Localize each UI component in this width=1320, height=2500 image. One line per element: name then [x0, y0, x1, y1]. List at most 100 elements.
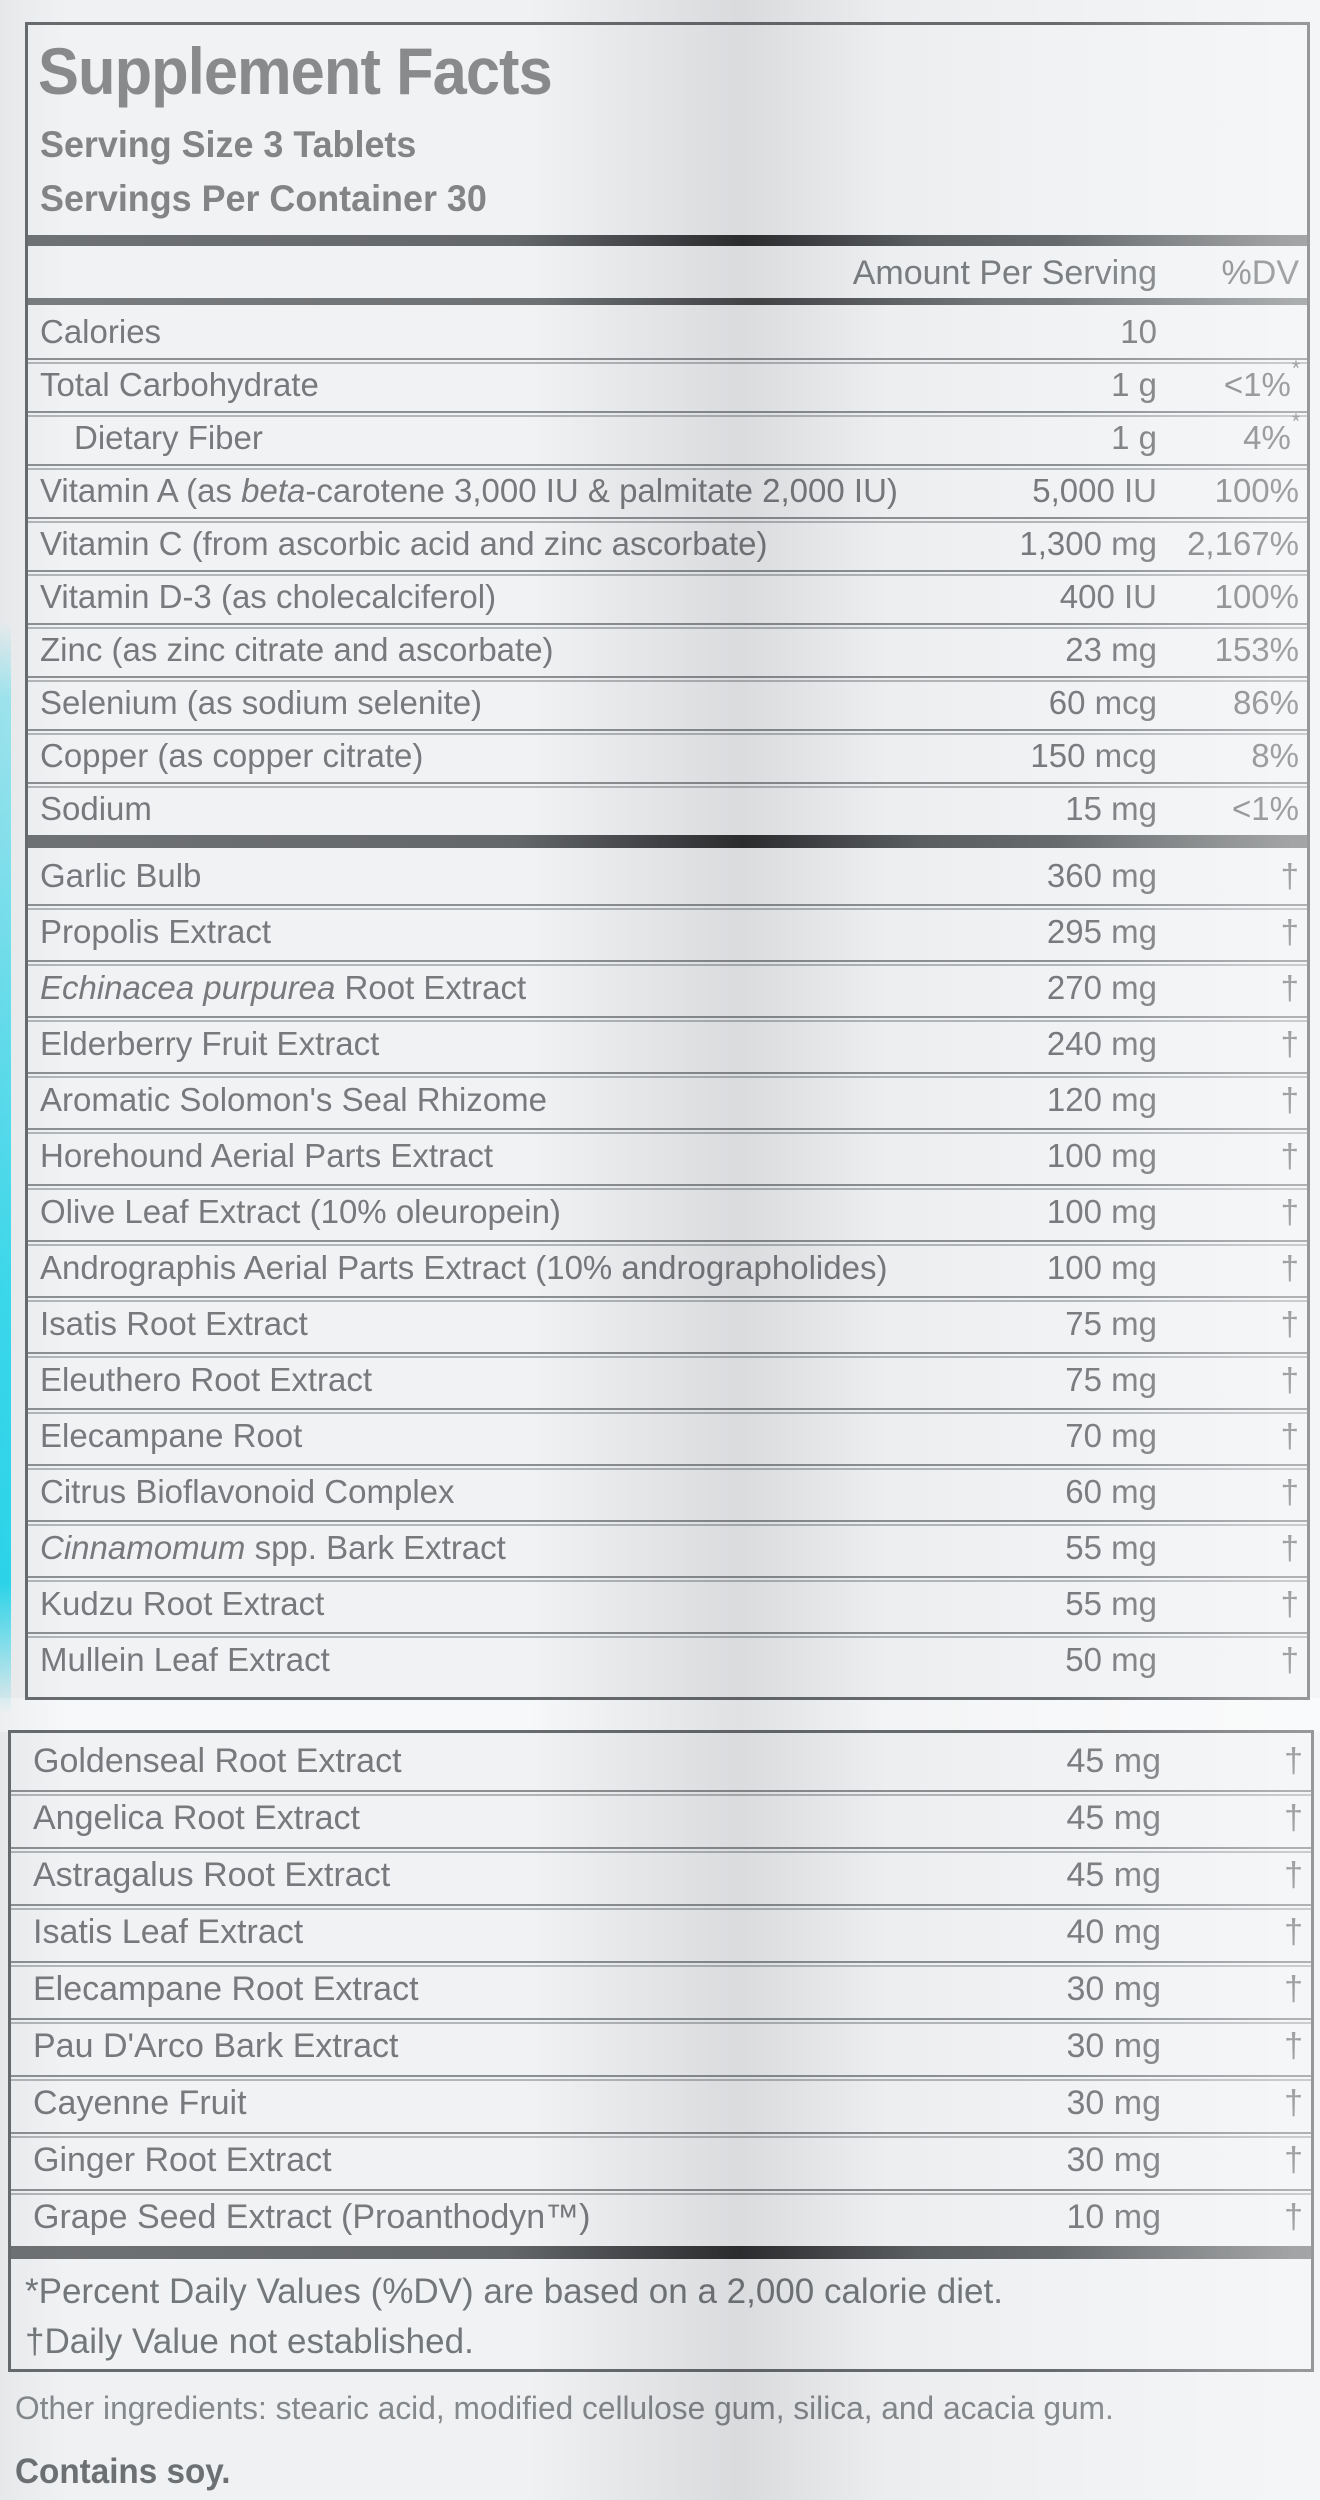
amount-value: 15 mg: [1065, 789, 1157, 827]
amount-value: 30 mg: [1066, 2141, 1162, 2179]
ingredient-name: Horehound Aerial Parts Extract: [40, 1137, 494, 1174]
dv-value: †: [1280, 1081, 1299, 1118]
dv-value: 4%*: [1243, 409, 1300, 456]
dv-value: †: [1284, 1913, 1303, 1951]
amount-value: 1,300 mg: [1019, 524, 1157, 562]
ingredient-row: Pau D'Arco Bark Extract 30 mg †: [11, 2018, 1311, 2075]
amount-value: 75 mg: [1065, 1305, 1157, 1342]
dv-value: †: [1280, 1137, 1299, 1174]
amount-value: 50 mg: [1065, 1641, 1157, 1678]
ingredient-row: Garlic Bulb 360 mg †: [28, 848, 1307, 904]
ingredient-row: Angelica Root Extract 45 mg †: [11, 1790, 1311, 1847]
ingredient-name: Mullein Leaf Extract: [40, 1641, 330, 1678]
ingredient-name: Ginger Root Extract: [33, 2141, 332, 2179]
dv-value: †: [1284, 2084, 1303, 2122]
ingredient-name: Olive Leaf Extract (10% oleuropein): [40, 1193, 561, 1230]
label-seam-gap: [0, 1698, 1320, 1732]
amount-value: 240 mg: [1046, 1025, 1157, 1062]
herb-rows-lower: Goldenseal Root Extract 45 mg † Angelica Ro…: [11, 1733, 1311, 2246]
ingredient-name: Copper (as copper citrate): [40, 736, 424, 774]
ingredient-name: Elderberry Fruit Extract: [40, 1025, 380, 1062]
amount-value: 75 mg: [1065, 1361, 1157, 1398]
amount-value: 100 mg: [1046, 1193, 1157, 1230]
ingredient-name: Sodium: [40, 789, 152, 827]
ingredient-name: Cayenne Fruit: [33, 2084, 247, 2122]
supplement-facts-panel: Supplement Facts Serving Size 3 Tablets …: [25, 22, 1310, 1700]
ingredient-name: Andrographis Aerial Parts Extract (10% a…: [40, 1249, 888, 1286]
ingredient-name: Astragalus Root Extract: [33, 1856, 391, 1894]
dv-value: †: [1280, 857, 1299, 894]
ingredient-row: Elecampane Root Extract 30 mg †: [11, 1961, 1311, 2018]
amount-value: 55 mg: [1065, 1585, 1157, 1622]
amount-value: 45 mg: [1066, 1742, 1162, 1780]
ingredient-row: Calories 10: [28, 305, 1307, 358]
ingredient-name: Garlic Bulb: [40, 857, 202, 894]
ingredient-row: Vitamin A (as beta-carotene 3,000 IU & p…: [28, 464, 1307, 517]
ingredient-name: Isatis Leaf Extract: [33, 1913, 304, 1951]
ingredient-row: Elderberry Fruit Extract 240 mg †: [28, 1016, 1307, 1072]
ingredient-name: Citrus Bioflavonoid Complex: [40, 1473, 455, 1510]
dv-value: 100%: [1214, 577, 1299, 615]
ingredient-row: Vitamin D-3 (as cholecalciferol) 400 IU 10…: [28, 570, 1307, 623]
divider-bar-thick: [28, 235, 1307, 246]
amount-value: 23 mg: [1065, 630, 1157, 668]
amount-per-serving-header: Amount Per Serving: [852, 254, 1157, 292]
supplement-facts-panel-continued: Goldenseal Root Extract 45 mg † Angelica Ro…: [8, 1730, 1314, 2372]
ingredient-row: Cinnamomum spp. Bark Extract 55 mg †: [28, 1520, 1307, 1576]
divider-bar-medium: [28, 298, 1307, 305]
ingredient-row: Astragalus Root Extract 45 mg †: [11, 1847, 1311, 1904]
amount-value: 100 mg: [1046, 1249, 1157, 1286]
ingredient-row: Ginger Root Extract 30 mg †: [11, 2132, 1311, 2189]
column-header-row: Amount Per Serving %DV: [28, 246, 1307, 298]
ingredient-name: Cinnamomum spp. Bark Extract: [40, 1529, 506, 1566]
dv-value: <1%*: [1223, 356, 1300, 403]
amount-value: 360 mg: [1046, 857, 1157, 894]
amount-value: 30 mg: [1066, 2084, 1162, 2122]
dv-value: <1%: [1232, 789, 1299, 827]
amount-value: 60 mg: [1065, 1473, 1157, 1510]
ingredient-name: Vitamin A (as beta-carotene 3,000 IU & p…: [40, 471, 898, 509]
ingredient-name: Goldenseal Root Extract: [33, 1742, 402, 1780]
ingredient-row: Vitamin C (from ascorbic acid and zinc a…: [28, 517, 1307, 570]
amount-value: 40 mg: [1066, 1913, 1162, 1951]
dv-value: †: [1280, 1025, 1299, 1062]
amount-value: 1 g: [1111, 365, 1157, 403]
ingredient-row: Eleuthero Root Extract 75 mg †: [28, 1352, 1307, 1408]
ingredient-row: Echinacea purpurea Root Extract 270 mg †: [28, 960, 1307, 1016]
servings-per-container: Servings Per Container 30: [40, 178, 487, 219]
amount-value: 55 mg: [1065, 1529, 1157, 1566]
ingredient-name: Elecampane Root: [40, 1417, 303, 1454]
ingredient-row: Sodium 15 mg <1%: [28, 782, 1307, 835]
ingredient-row: Elecampane Root 70 mg †: [28, 1408, 1307, 1464]
ingredient-name: Selenium (as sodium selenite): [40, 683, 483, 721]
amount-value: 60 mcg: [1048, 683, 1157, 721]
footnotes: *Percent Daily Values (%DV) are based on…: [11, 2259, 1311, 2367]
divider-bar-thick: [28, 835, 1307, 848]
dv-value: †: [1280, 1585, 1299, 1622]
dv-value: †: [1280, 1473, 1299, 1510]
divider-bar-thick: [11, 2246, 1311, 2259]
dv-value: †: [1284, 1742, 1303, 1780]
nutrient-rows: Calories 10 Total Carbohydrate 1 g <1%* Dieta…: [28, 305, 1307, 835]
amount-value: 120 mg: [1046, 1081, 1157, 1118]
allergen-statement: Contains soy.: [15, 2452, 231, 2491]
other-ingredients: Other ingredients: stearic acid, modifie…: [15, 2390, 1114, 2426]
amount-value: 30 mg: [1066, 2027, 1162, 2065]
percent-dv-footnote: *Percent Daily Values (%DV) are based on…: [25, 2272, 1003, 2311]
amount-value: 1 g: [1111, 418, 1157, 456]
ingredient-name: Zinc (as zinc citrate and ascorbate): [40, 630, 554, 668]
ingredient-name: Eleuthero Root Extract: [40, 1361, 372, 1398]
dv-value: 86%: [1232, 683, 1299, 721]
ingredient-row: Isatis Root Extract 75 mg †: [28, 1296, 1307, 1352]
percent-dv-header: %DV: [1221, 254, 1299, 292]
amount-value: 70 mg: [1065, 1417, 1157, 1454]
amount-value: 5,000 IU: [1032, 471, 1157, 509]
dv-value: †: [1280, 1249, 1299, 1286]
dv-value: †: [1284, 2198, 1303, 2236]
dv-value: †: [1284, 2141, 1303, 2179]
ingredient-row: Copper (as copper citrate) 150 mcg 8%: [28, 729, 1307, 782]
amount-value: 400 IU: [1059, 577, 1157, 615]
amount-value: 100 mg: [1046, 1137, 1157, 1174]
panel-title: Supplement Facts: [38, 34, 553, 108]
dv-value: †: [1280, 969, 1299, 1006]
